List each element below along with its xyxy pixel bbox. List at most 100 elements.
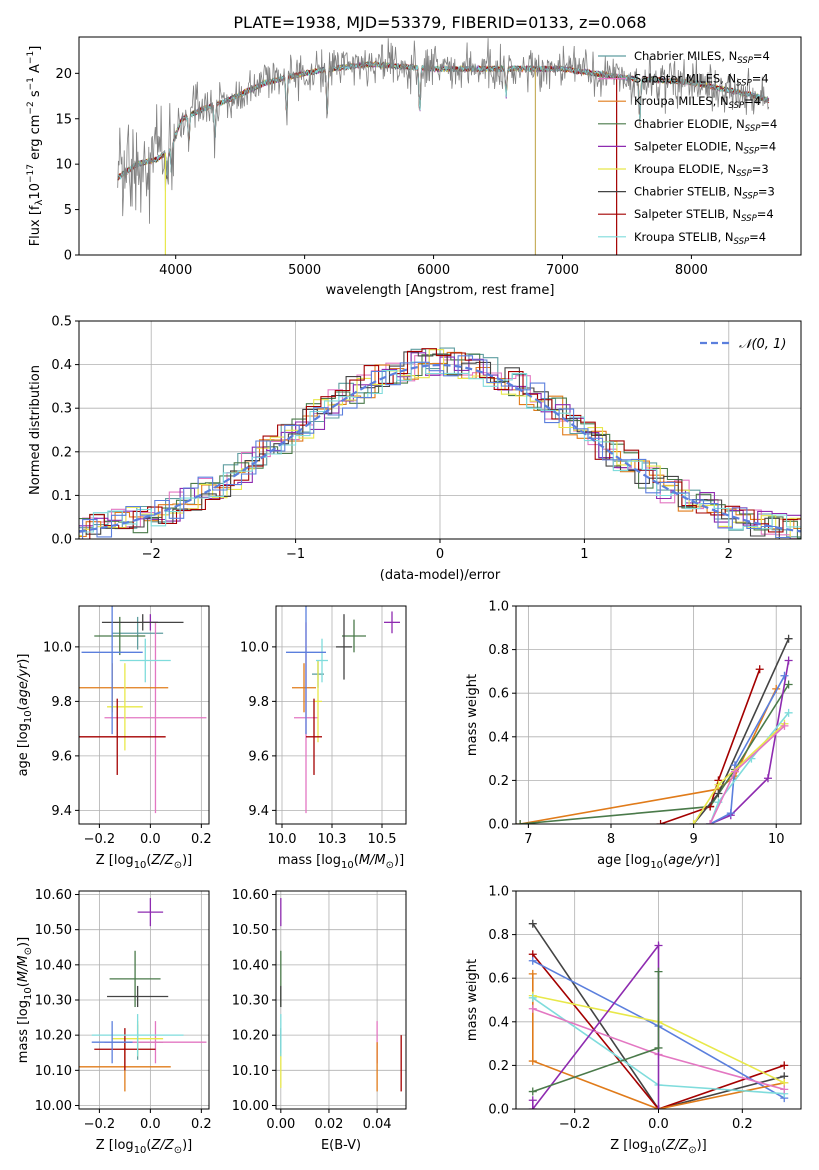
x-axis-label: wavelength [Angstrom, rest frame] bbox=[326, 283, 555, 298]
legend-entry: Chabrier STELIB, NSSP=3 bbox=[634, 185, 775, 202]
legend-entry: Salpeter ELODIE, NSSP=4 bbox=[634, 139, 776, 156]
mass_weight_vs_Z-panel: −0.2 0.0 0.2 0.0 0.2 0.4 0.6 0.8 1.0 Z [log10(Z/Z… bbox=[465, 885, 802, 1156]
x-tick-label: 0.2 bbox=[191, 1117, 212, 1132]
x-tick-label: 10 bbox=[768, 832, 785, 847]
mass-weight-line bbox=[709, 712, 790, 824]
y-tick-label: 0.4 bbox=[488, 1015, 509, 1030]
y-tick-label: 9.6 bbox=[248, 749, 269, 764]
data-point-marker bbox=[784, 708, 793, 717]
y-tick-label: 9.8 bbox=[248, 695, 269, 710]
data-point-marker bbox=[780, 671, 789, 680]
x-axis-label: Z [log10(Z/Z⊙)] bbox=[96, 1138, 193, 1156]
x-tick-label: 6000 bbox=[417, 263, 450, 278]
y-tick-label: 0.2 bbox=[488, 1059, 509, 1074]
y-tick-label: 10.50 bbox=[232, 923, 269, 938]
data-point-marker bbox=[528, 1096, 537, 1105]
y-tick-label: 10.60 bbox=[232, 888, 269, 903]
data-point-marker bbox=[528, 919, 537, 928]
data-point-marker bbox=[755, 665, 764, 674]
y-axis-label: Normed distribution bbox=[28, 365, 43, 495]
age_vs_Z-panel: −0.2 0.0 0.2 9.4 9.6 9.8 10.0 Z [log10(Z/Z⊙)] ag… bbox=[16, 605, 212, 871]
x-tick-label: 7 bbox=[524, 832, 532, 847]
data-point-marker bbox=[784, 680, 793, 689]
legend-entry: 𝒩(0, 1) bbox=[739, 337, 786, 352]
y-tick-label: 0.6 bbox=[488, 687, 509, 702]
mass-weight-line bbox=[532, 973, 785, 1109]
y-tick-label: 10.40 bbox=[232, 958, 269, 973]
data-point-marker bbox=[763, 774, 772, 783]
y-tick-label: 0.8 bbox=[488, 928, 509, 943]
y-tick-label: 10 bbox=[55, 158, 72, 173]
spectrum-panel: 4000 5000 6000 7000 8000 0 5 10 15 20 wavelength [… bbox=[26, 36, 802, 298]
residuals-marks bbox=[79, 347, 801, 539]
residual-histogram bbox=[79, 355, 801, 539]
y-tick-label: 0.0 bbox=[488, 818, 509, 833]
x-axis-label: E(B-V) bbox=[321, 1138, 361, 1153]
data-point-marker bbox=[780, 1085, 789, 1094]
x-tick-label: −1 bbox=[286, 547, 305, 562]
data-point-marker bbox=[654, 967, 663, 976]
x-tick-label: 0.0 bbox=[140, 1117, 161, 1132]
y-axis-label: age [log10(age/yr)] bbox=[16, 654, 34, 777]
x-axis-label: Z [log10(Z/Z⊙)] bbox=[96, 853, 193, 871]
x-tick-label: 5000 bbox=[288, 263, 321, 278]
mass_vs_ebv-marks bbox=[280, 898, 402, 1092]
data-point-marker bbox=[706, 820, 715, 824]
mass_vs_Z-marks bbox=[79, 898, 207, 1092]
data-point-marker bbox=[516, 820, 525, 824]
data-point-marker bbox=[654, 941, 663, 950]
x-axis-label: Z [log10(Z/Z⊙)] bbox=[610, 1138, 707, 1156]
data-point-marker bbox=[726, 809, 735, 818]
mass_vs_ebv-panel: 0.00 0.02 0.04 10.00 10.10 10.20 10.30 10.40 10.… bbox=[232, 888, 407, 1153]
y-tick-label: 0.1 bbox=[51, 489, 72, 504]
y-tick-label: 1.0 bbox=[488, 885, 509, 900]
y-tick-label: 10.20 bbox=[35, 1029, 72, 1044]
x-tick-label: 10.0 bbox=[268, 832, 297, 847]
mass-weight-line bbox=[709, 675, 786, 824]
y-tick-label: 9.4 bbox=[51, 804, 72, 819]
y-tick-label: 9.8 bbox=[51, 695, 72, 710]
y-tick-label: 10.10 bbox=[232, 1064, 269, 1079]
y-tick-label: 20 bbox=[55, 67, 72, 82]
axes-frame bbox=[78, 320, 802, 540]
y-tick-label: 10.30 bbox=[232, 994, 269, 1009]
legend-entry: Chabrier ELODIE, NSSP=4 bbox=[634, 117, 777, 134]
figure-title: PLATE=1938, MJD=53379, FIBERID=0133, z=0… bbox=[233, 13, 646, 32]
axes-frame bbox=[78, 36, 802, 256]
axes-frame bbox=[78, 890, 210, 1110]
x-tick-label: 0.2 bbox=[732, 1117, 753, 1132]
x-tick-label: 0.04 bbox=[363, 1117, 392, 1132]
y-tick-label: 10.60 bbox=[35, 888, 72, 903]
y-tick-label: 15 bbox=[55, 112, 72, 127]
y-tick-label: 10.0 bbox=[240, 640, 269, 655]
x-tick-label: 0 bbox=[436, 547, 444, 562]
axes-frame bbox=[515, 890, 802, 1110]
x-tick-label: 0.0 bbox=[140, 832, 161, 847]
residual-histogram bbox=[79, 348, 801, 539]
data-point-marker bbox=[528, 1105, 537, 1109]
y-tick-label: 10.0 bbox=[43, 640, 72, 655]
data-point-marker bbox=[656, 820, 665, 824]
x-tick-label: 2 bbox=[725, 547, 733, 562]
x-tick-label: 9 bbox=[689, 832, 697, 847]
axes-frame bbox=[515, 605, 802, 825]
y-tick-label: 0.4 bbox=[51, 358, 72, 373]
legend-entry: Salpeter STELIB, NSSP=4 bbox=[634, 207, 774, 224]
axes-frame bbox=[78, 605, 210, 825]
age_vs_Z-marks bbox=[79, 606, 207, 814]
x-axis-label: (data-model)/error bbox=[380, 568, 501, 583]
mass-weight-line bbox=[532, 953, 785, 1109]
y-tick-label: 0.2 bbox=[488, 774, 509, 789]
data-point-marker bbox=[528, 969, 537, 978]
residual-histogram bbox=[79, 349, 801, 539]
mass-weight-line bbox=[660, 668, 761, 824]
y-axis-label: mass weight bbox=[465, 674, 480, 756]
data-point-marker bbox=[689, 820, 698, 824]
y-tick-label: 1.0 bbox=[488, 600, 509, 615]
mass-weight-line bbox=[532, 923, 785, 1109]
axes-frame bbox=[275, 605, 407, 825]
legend-entry: Kroupa ELODIE, NSSP=3 bbox=[634, 162, 769, 179]
mass-weight-line bbox=[709, 660, 790, 824]
data-point-marker bbox=[714, 780, 723, 789]
x-tick-label: 7000 bbox=[546, 263, 579, 278]
